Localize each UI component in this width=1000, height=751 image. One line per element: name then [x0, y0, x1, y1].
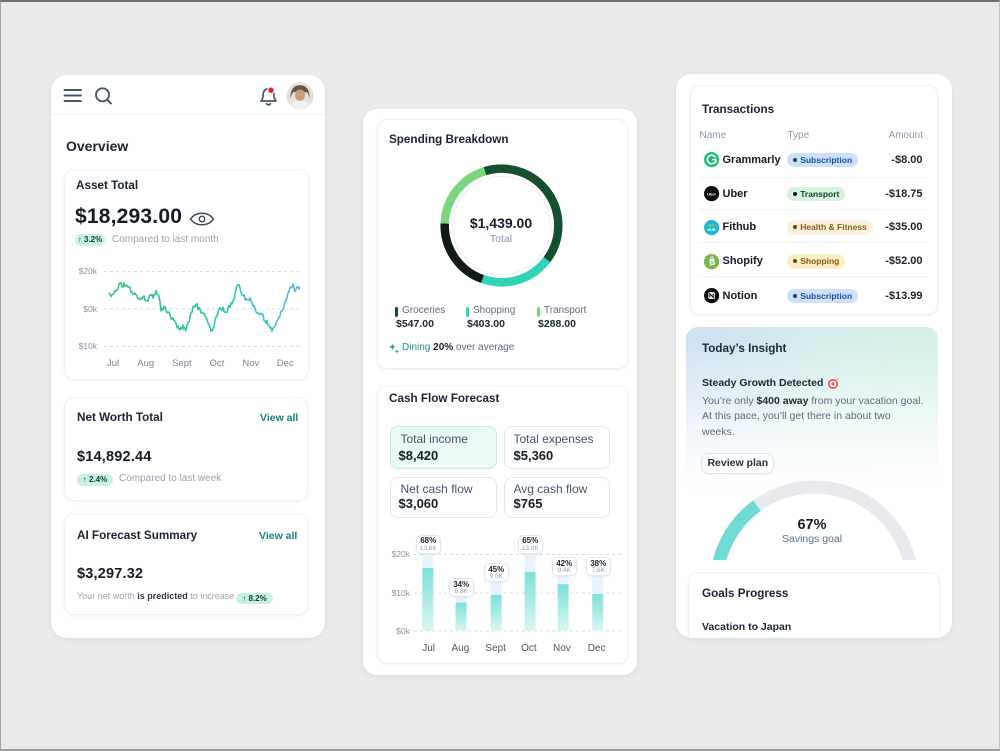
svg-text:S: S: [711, 260, 714, 266]
svg-text:Uber: Uber: [707, 192, 716, 197]
svg-text:HUB: HUB: [708, 228, 716, 232]
svg-text:F·T: F·T: [709, 224, 715, 228]
